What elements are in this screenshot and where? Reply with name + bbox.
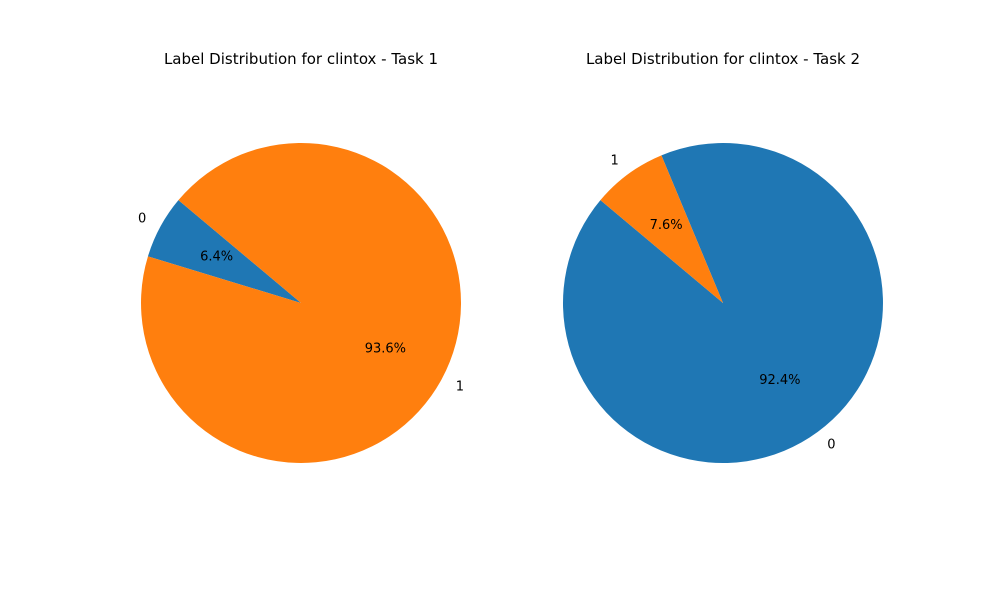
percent-label-task-2-label-0: 92.4%	[759, 373, 800, 388]
slice-label-task-1-label-1: 1	[456, 379, 464, 394]
pie-slices-task-1	[141, 142, 462, 463]
pie-slice-task-1-label-0	[147, 200, 301, 303]
chart-title-task-1: Label Distribution for clintox - Task 1	[164, 50, 438, 68]
pie-chart-task-1: Label Distribution for clintox - Task 1 …	[138, 50, 464, 463]
pie-slice-task-2-label-0	[562, 143, 883, 464]
percent-label-task-2-label-1: 7.6%	[650, 218, 683, 233]
pie-slices-task-2	[562, 143, 883, 464]
slice-label-task-1-label-0: 0	[138, 212, 146, 227]
pie-slice-task-2-label-1	[600, 155, 723, 303]
percent-label-task-1-label-1: 93.6%	[365, 341, 406, 356]
pie-slice-task-1-label-1	[141, 142, 462, 463]
chart-title-task-2: Label Distribution for clintox - Task 2	[586, 50, 860, 68]
percent-label-task-1-label-0: 6.4%	[200, 250, 233, 265]
slice-label-task-2-label-0: 0	[827, 437, 835, 452]
pie-chart-task-2: Label Distribution for clintox - Task 2 …	[562, 50, 883, 464]
slice-label-task-2-label-1: 1	[610, 154, 618, 169]
